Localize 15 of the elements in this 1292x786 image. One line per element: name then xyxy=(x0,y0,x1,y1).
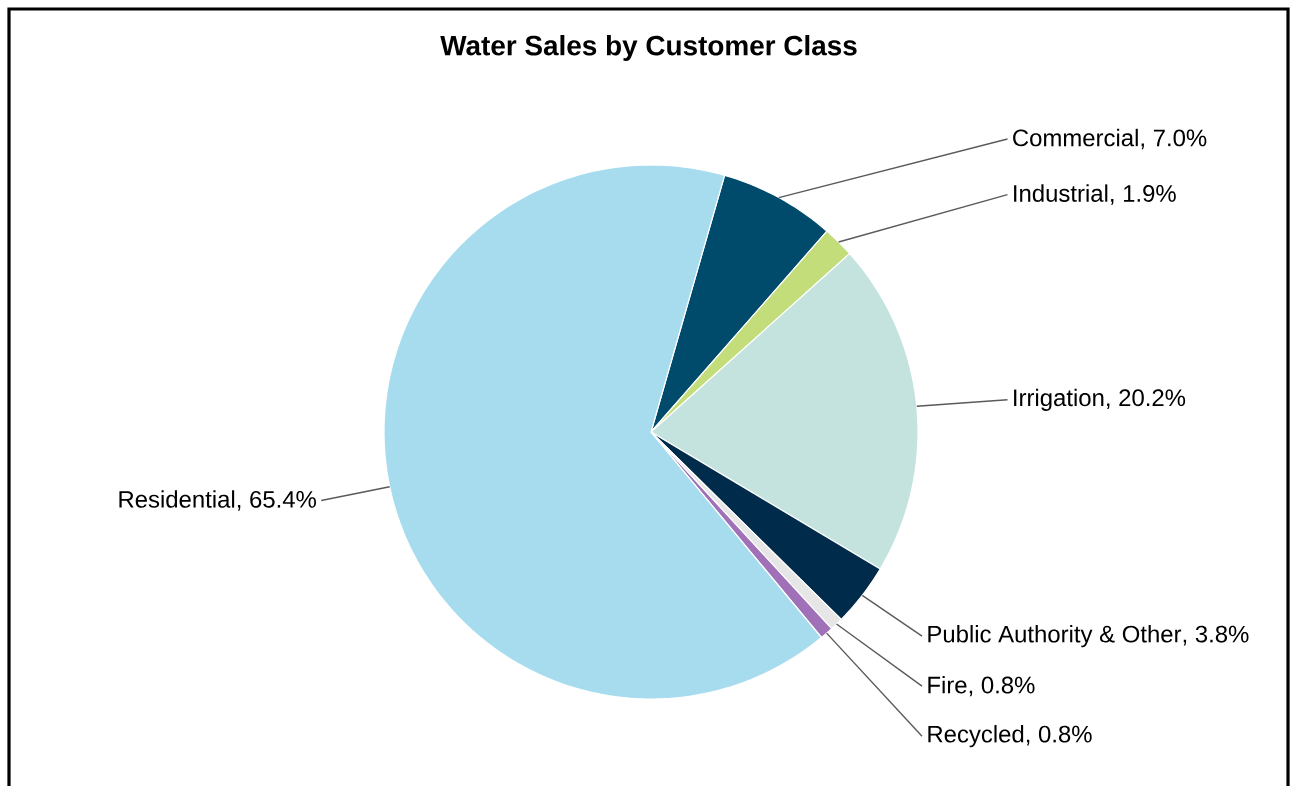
slice-label: Residential xyxy=(119,490,235,508)
data-label: , 7.0% xyxy=(1141,129,1207,150)
slice-label: Recycled xyxy=(928,725,1024,748)
data-label: , 20.2% xyxy=(1107,389,1186,410)
slice-label: Irrigation xyxy=(1014,388,1104,411)
chart-title: Water Sales by Customer Class xyxy=(440,34,857,61)
data-label: , 1.9% xyxy=(1111,185,1176,205)
data-label: , 3.8% xyxy=(1183,625,1249,646)
data-label: , 0.8% xyxy=(969,676,1035,697)
slice-label: Industrial xyxy=(1014,184,1108,202)
slice-label: Commercial xyxy=(1013,128,1138,147)
data-label: , 0.8% xyxy=(1026,725,1092,746)
slice-label: Public Authority & Other xyxy=(928,625,1182,648)
data-label: , 65.4% xyxy=(237,490,316,511)
slice-label: Fire xyxy=(928,675,967,694)
